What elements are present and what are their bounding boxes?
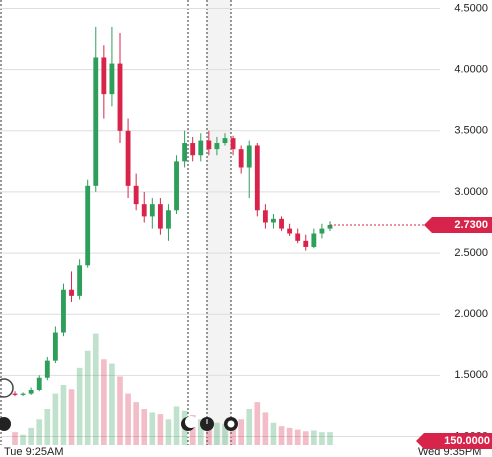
volume-bar	[60, 385, 67, 445]
candle-body	[101, 57, 107, 95]
y-tick-label: 3.0000	[454, 186, 488, 198]
candle-body	[133, 185, 139, 205]
volume-bar	[68, 389, 75, 445]
candle-body	[52, 332, 58, 361]
candle-body	[214, 143, 220, 150]
candle-body	[230, 138, 236, 150]
candle-body	[222, 138, 228, 144]
y-tick-label: 4.0000	[454, 64, 488, 76]
volume-bar	[206, 421, 212, 445]
volume-bar	[262, 412, 269, 445]
volume-bar	[149, 412, 156, 445]
candle-body	[36, 377, 42, 390]
candle-body	[20, 393, 26, 395]
candle-body	[182, 143, 188, 162]
candle-body	[311, 233, 317, 247]
candle-body	[271, 218, 276, 223]
volume-bar	[20, 434, 26, 445]
last-volume-label: 150.0000	[444, 435, 490, 447]
y-tick-label: 1.5000	[454, 369, 488, 381]
y-tick-label: 3.5000	[454, 125, 488, 137]
candle-body	[157, 204, 163, 229]
candle-body	[77, 265, 83, 296]
volume-bar	[44, 409, 51, 445]
volume-bar	[238, 419, 244, 445]
volume-bar	[109, 363, 115, 445]
candle-body	[238, 149, 244, 168]
add-icon[interactable]	[0, 378, 14, 398]
volume-bar	[254, 402, 261, 445]
candle-body	[125, 130, 131, 186]
volume-bar	[52, 393, 59, 445]
volume-bar	[197, 419, 204, 445]
y-tick-label: 2.0000	[454, 308, 488, 320]
shaded-session	[207, 0, 231, 445]
candle-body	[198, 140, 204, 156]
candle-body	[262, 210, 268, 223]
volume-bar	[286, 427, 293, 445]
candle-body	[93, 57, 99, 186]
volume-bar	[165, 419, 172, 445]
volume-bar	[189, 415, 196, 445]
y-tick-label: 4.5000	[454, 2, 488, 14]
candle-body	[287, 228, 293, 234]
candle-body	[174, 161, 179, 211]
clock-icon[interactable]	[0, 417, 11, 431]
volume-bar	[76, 367, 83, 445]
candle-body	[117, 63, 123, 131]
candle-body	[28, 389, 34, 394]
volume-bar	[327, 432, 333, 445]
candle-body	[295, 233, 301, 241]
volume-bar	[311, 430, 317, 445]
candle-body	[149, 204, 155, 217]
candle-body	[327, 224, 333, 229]
volume-bar	[319, 432, 325, 445]
candle-body	[166, 210, 171, 229]
candle-body	[190, 143, 196, 156]
volume-bar	[278, 426, 285, 445]
y-tick-label: 2.5000	[454, 247, 488, 259]
volume-bar	[302, 431, 309, 445]
moon-icon-cut	[185, 416, 197, 428]
volume-bar	[230, 424, 236, 445]
volume-bar	[101, 359, 107, 445]
candle-body	[279, 218, 284, 229]
candle-body	[254, 145, 260, 211]
candle-body	[319, 228, 325, 234]
volume-bar	[28, 427, 34, 445]
candle-body	[141, 204, 147, 217]
volume-bar	[246, 409, 253, 445]
volume-bar	[92, 333, 99, 445]
volume-bar	[214, 422, 220, 445]
candle-body	[69, 289, 74, 296]
candle-body	[303, 240, 309, 247]
candle-body	[61, 289, 66, 333]
volume-bar	[222, 423, 228, 445]
volume-bar	[294, 429, 301, 445]
candle-body	[246, 145, 252, 168]
volume-bar	[117, 376, 123, 445]
volume-bar	[133, 402, 139, 445]
last-price-tag	[424, 216, 492, 233]
x-label: Wed 9:35PM	[418, 446, 481, 457]
volume-bar	[36, 419, 43, 445]
volume-bar	[157, 414, 164, 445]
last-volume-tag	[416, 433, 492, 449]
sun-icon-core	[227, 420, 235, 428]
candle-body	[109, 63, 115, 95]
volume-bar	[173, 406, 180, 445]
candle-body	[85, 185, 91, 266]
volume-bar	[270, 422, 277, 445]
volume-bar	[125, 393, 131, 445]
last-price-label: 2.7300	[454, 219, 488, 231]
x-label: Tue 9:25AM	[4, 446, 64, 457]
candle-body	[44, 360, 50, 378]
candle-body	[206, 140, 212, 150]
volume-bar	[141, 409, 148, 445]
volume-bar	[12, 432, 18, 445]
volume-bar	[84, 350, 91, 445]
candle-body	[12, 393, 18, 395]
